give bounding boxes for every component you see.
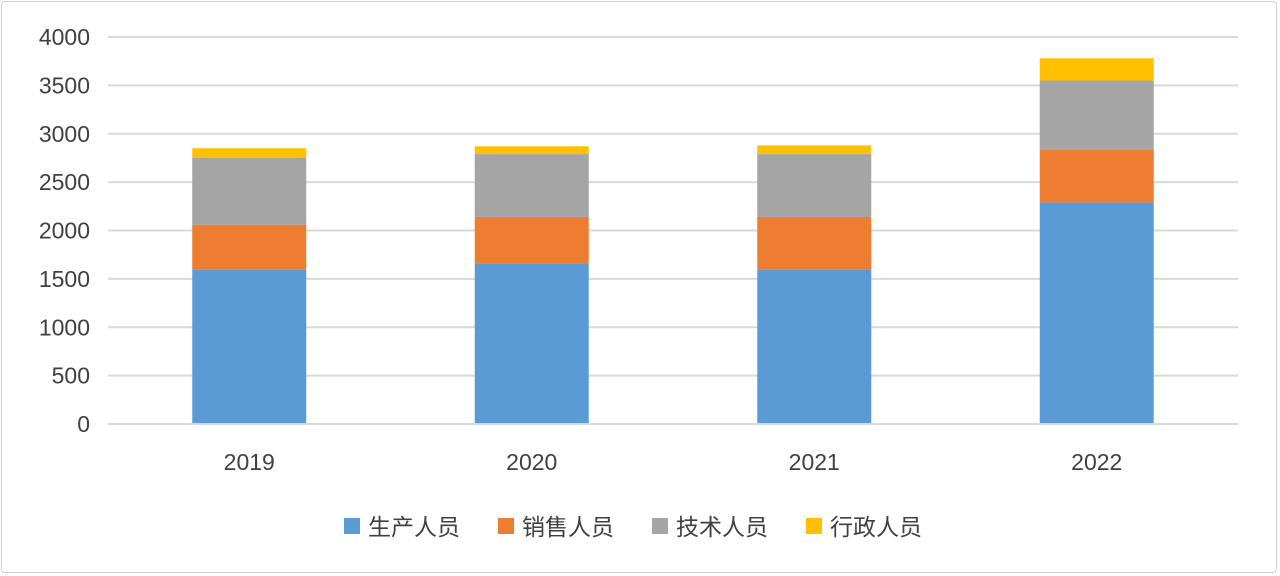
x-tick-label: 2020: [506, 449, 557, 475]
bar-segment: [757, 216, 872, 270]
bar-segment: [1039, 80, 1154, 150]
legend-label: 生产人员: [368, 515, 460, 541]
bar-segment: [474, 154, 589, 217]
bar-segment: [192, 269, 307, 424]
y-tick-label: 3500: [39, 72, 90, 98]
bar-segment: [757, 145, 872, 155]
y-tick-label: 3000: [39, 121, 90, 147]
x-axis-ticks: 2019 2020 2021 2022: [224, 449, 1123, 475]
legend-label: 技术人员: [676, 515, 768, 541]
bar-segment: [474, 216, 589, 264]
legend-swatch: [652, 518, 668, 534]
y-tick-label: 2000: [39, 218, 90, 244]
bar-segment: [474, 146, 589, 155]
bar-segment: [1039, 149, 1154, 203]
y-tick-label: 1000: [39, 314, 90, 340]
y-tick-label: 1500: [39, 266, 90, 292]
x-tick-label: 2019: [224, 449, 275, 475]
y-axis-ticks: 0 500 1000 1500 2000 2500 3000 3500 4000: [39, 24, 90, 437]
y-tick-label: 0: [77, 411, 90, 437]
bar-segment: [192, 224, 307, 270]
bar-segment: [192, 148, 307, 158]
legend: 生产人员 销售人员 技术人员 行政人员: [344, 515, 922, 541]
bar-segment: [192, 157, 307, 225]
legend-swatch: [498, 518, 514, 534]
x-tick-label: 2022: [1071, 449, 1122, 475]
legend-label: 行政人员: [830, 515, 922, 541]
bar-segment: [474, 263, 589, 424]
bar-segment: [757, 269, 872, 424]
y-tick-label: 4000: [39, 24, 90, 50]
bar-segment: [757, 154, 872, 217]
x-tick-label: 2021: [789, 449, 840, 475]
y-tick-label: 2500: [39, 169, 90, 195]
bar-segment: [1039, 202, 1154, 424]
legend-label: 销售人员: [522, 515, 614, 541]
legend-swatch: [344, 518, 360, 534]
y-tick-label: 500: [52, 363, 90, 389]
legend-swatch: [806, 518, 822, 534]
bar-segment: [1039, 58, 1154, 81]
bars: [192, 58, 1154, 424]
